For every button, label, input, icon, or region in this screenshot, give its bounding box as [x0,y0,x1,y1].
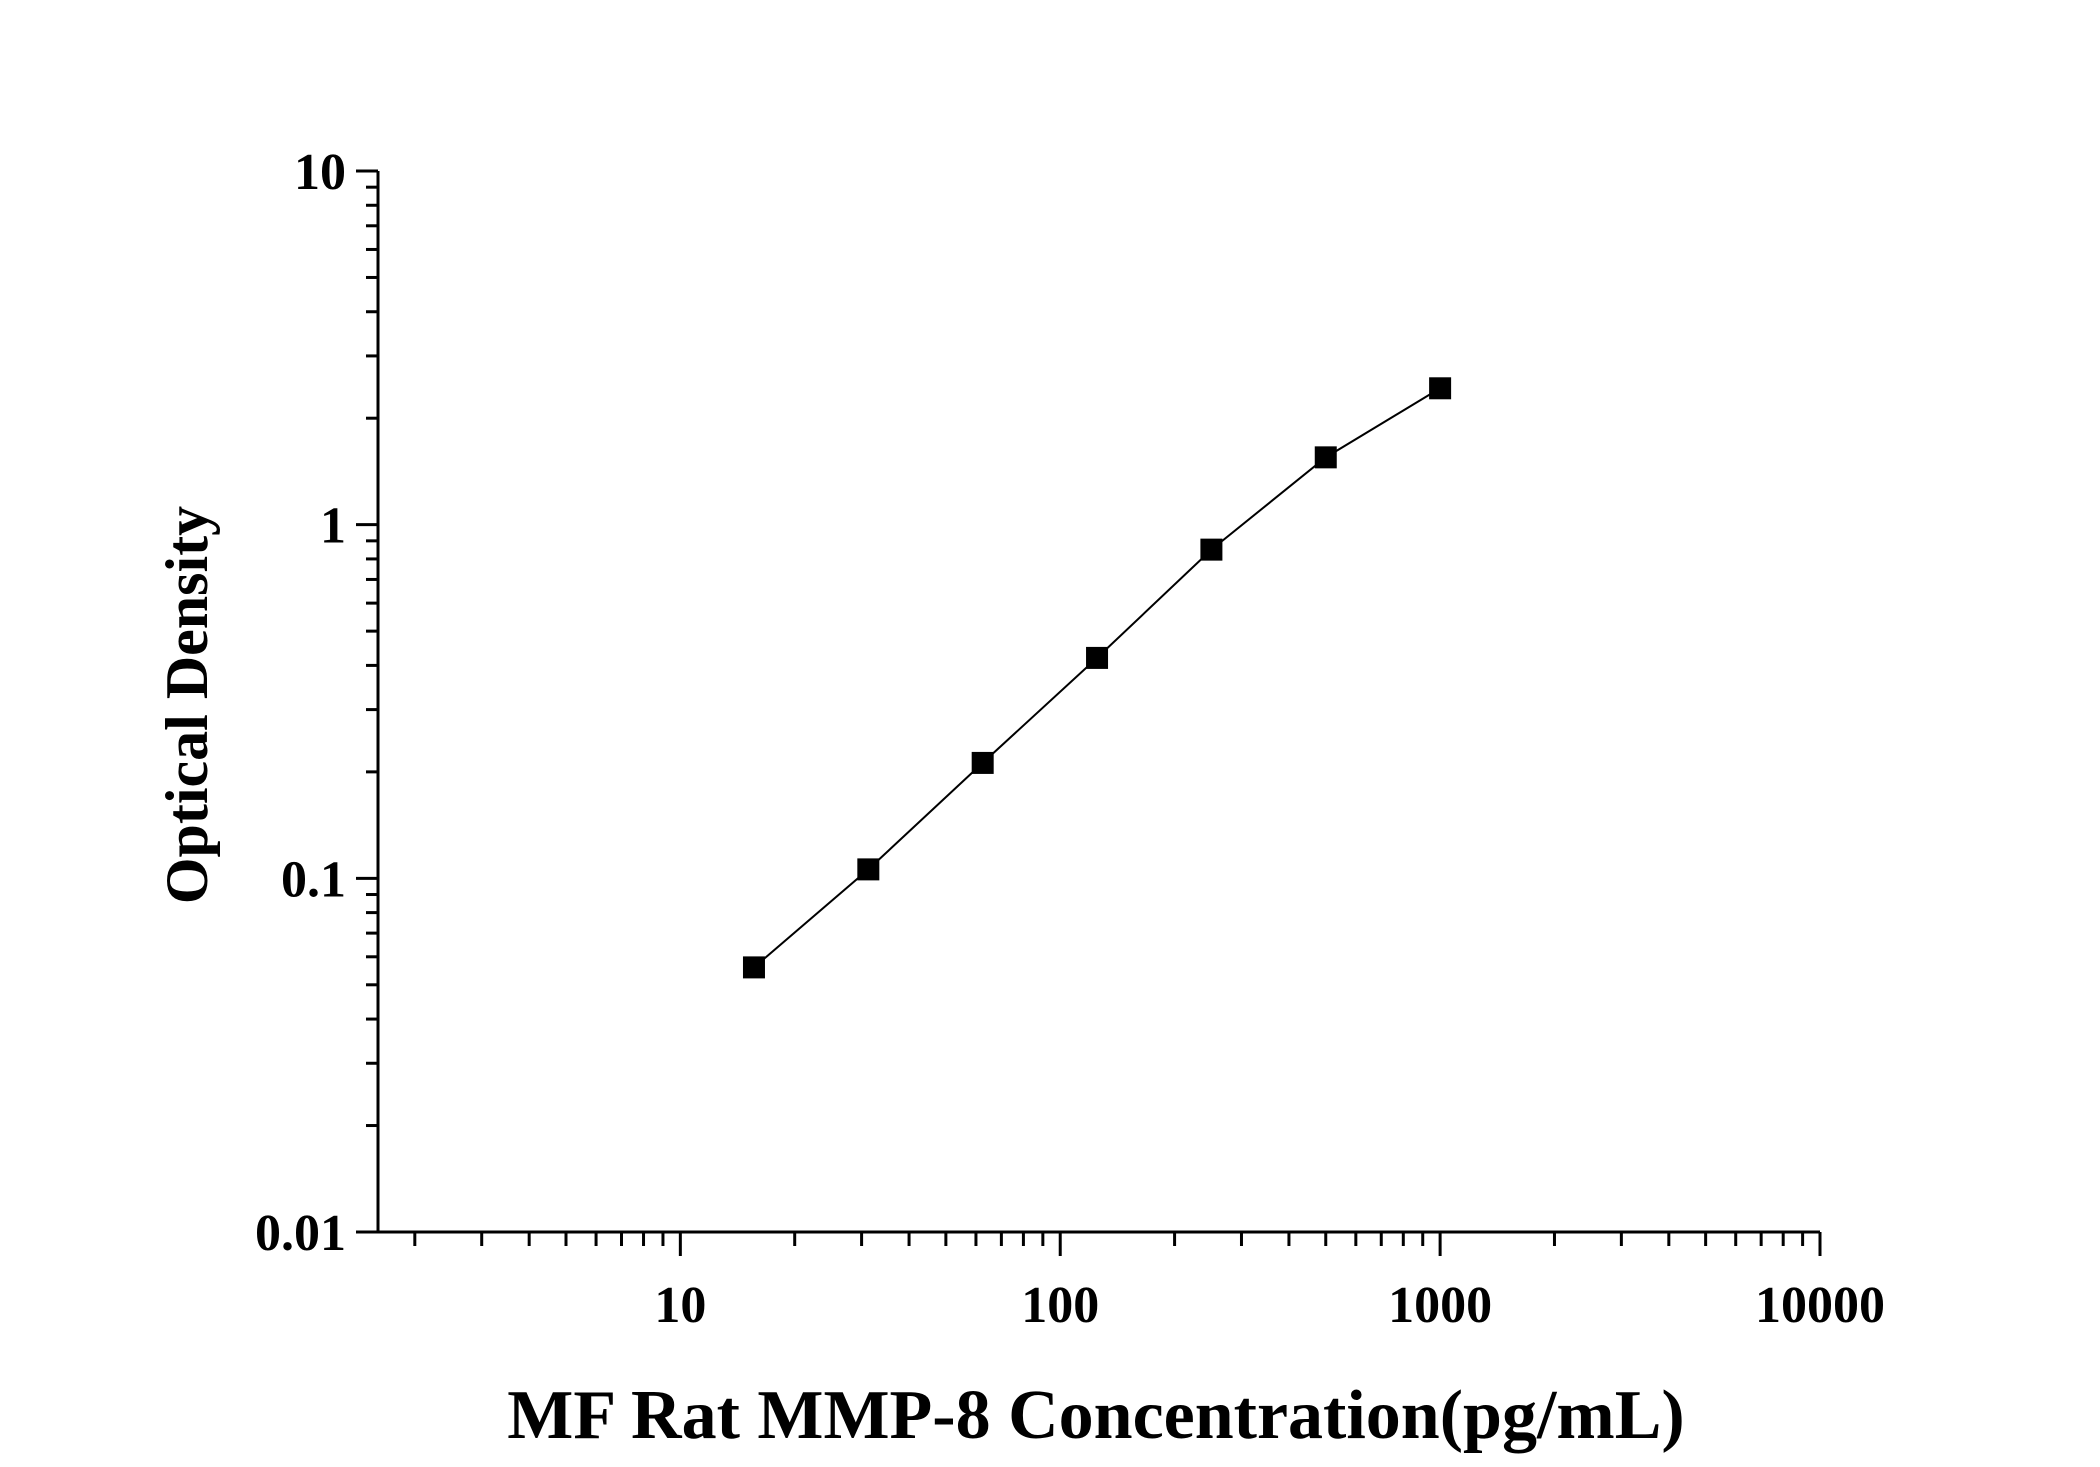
fit-line [752,387,1441,977]
data-point [971,751,994,774]
y-tick-label: 10 [294,144,346,201]
data-point [857,858,880,881]
y-axis-title: Optical Density [154,506,220,904]
data-series [742,377,1452,979]
data-point [1429,377,1452,400]
x-tick-label: 1000 [1388,1277,1492,1334]
data-point [742,956,765,979]
x-tick-label: 10 [654,1277,706,1334]
data-point [1086,646,1109,669]
axes [376,171,1820,1234]
y-tick-label: 0.01 [255,1205,346,1262]
y-tick-label: 1 [320,498,346,555]
data-point [1200,538,1223,561]
y-tick-label: 0.1 [281,851,346,908]
axis-ticks [356,169,1822,1256]
tick-labels: 10 100 1000 10000 0.01 0.1 1 10 [255,144,1885,1334]
x-tick-label: 100 [1021,1277,1099,1334]
data-point [1314,446,1337,469]
x-axis-title: MF Rat MMP-8 Concentration(pg/mL) [507,1377,1684,1454]
x-tick-label: 10000 [1755,1277,1885,1334]
